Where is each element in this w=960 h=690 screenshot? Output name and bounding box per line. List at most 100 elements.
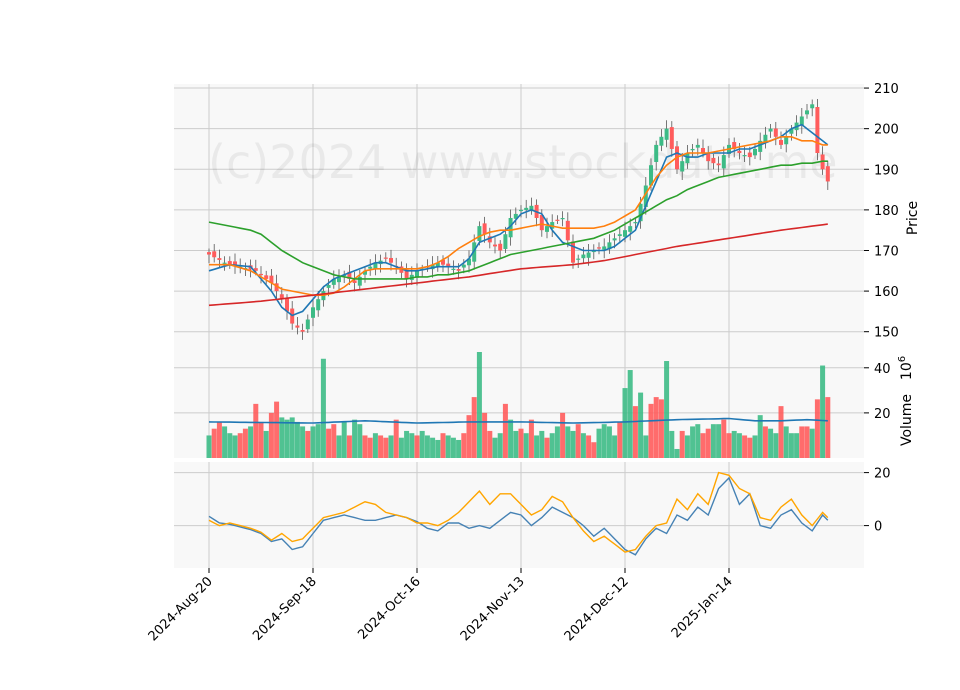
volume-bar-86	[653, 397, 659, 458]
candle-body-104	[747, 152, 752, 158]
volume-bar-66	[549, 433, 555, 458]
volume-bar-38	[404, 430, 410, 458]
volume-bar-89	[669, 430, 675, 458]
volume-bar-23	[326, 428, 332, 458]
x-tick-label-4: 2024-Dec-12	[562, 574, 632, 644]
volume-bar-84	[643, 435, 649, 458]
volume-bar-52	[476, 352, 482, 458]
candle-body-77	[607, 242, 612, 250]
candle-body-99	[721, 155, 726, 169]
price-tick-label-1: 160	[874, 285, 899, 300]
candle-body-0	[207, 252, 211, 255]
candle-body-48	[456, 269, 461, 271]
volume-bar-91	[679, 430, 685, 458]
candle-body-115	[805, 110, 809, 115]
volume-bar-80	[622, 388, 628, 458]
candle-body-64	[539, 215, 544, 231]
volume-bar-79	[617, 421, 623, 458]
volume-bar-35	[388, 435, 394, 458]
volume-bar-78	[612, 435, 618, 458]
candle-body-111	[784, 136, 789, 145]
volume-bar-58	[508, 419, 514, 458]
volume-bar-15	[284, 419, 290, 458]
volume-bar-61	[523, 433, 529, 458]
candle-body-21	[316, 299, 321, 311]
candle-body-119	[825, 166, 830, 182]
ma-line-ma5	[208, 123, 829, 317]
volume-bar-25	[336, 435, 342, 458]
x-tick-label-0: 2024-Aug-20	[146, 574, 216, 644]
volume-bar-118	[820, 365, 826, 458]
candle-body-87	[659, 136, 664, 146]
watermark: (c)2024 www.stockdata.me	[208, 135, 838, 189]
candle-body-57	[503, 234, 508, 249]
volume-bar-14	[279, 417, 285, 458]
candle-body-31	[368, 266, 373, 269]
candle-body-27	[347, 271, 352, 279]
candle-body-110	[779, 140, 783, 145]
volume-bar-11	[263, 430, 269, 458]
candle-body-78	[612, 238, 617, 241]
x-tick-label-2: 2024-Oct-16	[355, 574, 423, 642]
candle-body-105	[753, 148, 757, 156]
candle-body-93	[690, 148, 695, 151]
candle-body-88	[664, 128, 669, 140]
volume-bar-29	[357, 424, 363, 458]
candle-body-71	[576, 258, 581, 260]
volume-bar-36	[393, 419, 399, 458]
candle-body-2	[217, 258, 222, 260]
candle-body-85	[649, 165, 653, 186]
volume-bar-82	[632, 406, 638, 458]
volume-bar-45	[440, 433, 446, 458]
candle-body-116	[810, 104, 815, 109]
candle-body-83	[638, 203, 643, 222]
price-axis-title: Price	[905, 201, 921, 235]
volume-bar-117	[814, 399, 820, 458]
volume-bar-0	[206, 435, 212, 458]
volume-bar-49	[461, 433, 467, 458]
volume-bar-72	[580, 433, 586, 458]
volume-bar-33	[378, 435, 384, 458]
candle-body-11	[264, 275, 269, 279]
volume-tick-label-1: 40	[874, 362, 891, 377]
volume-bar-64	[539, 430, 545, 458]
volume-bar-27	[346, 435, 352, 458]
volume-bar-65	[544, 437, 550, 458]
candle-body-15	[285, 298, 289, 312]
volume-bar-90	[674, 448, 680, 458]
ma-line-ma20	[208, 160, 828, 280]
volume-bar-102	[736, 433, 742, 458]
price-tick-label-6: 210	[874, 82, 899, 97]
volume-bar-98	[716, 424, 722, 458]
volume-bar-95	[700, 433, 706, 458]
candle-body-79	[617, 234, 622, 236]
candle-body-53	[482, 223, 487, 235]
candle-body-44	[435, 262, 440, 267]
volume-bar-6	[237, 433, 243, 458]
candle-body-96	[706, 153, 711, 162]
candle-body-59	[513, 213, 518, 219]
candle-body-9	[253, 268, 258, 271]
volume-bar-3	[222, 426, 228, 458]
candle-body-20	[311, 307, 315, 318]
candle-body-117	[815, 107, 820, 154]
volume-bar-10	[258, 421, 264, 458]
volume-bar-59	[513, 430, 519, 458]
candle-body-107	[763, 134, 768, 142]
volume-bar-110	[778, 406, 784, 458]
candle-body-70	[571, 241, 575, 263]
volume-ma-line	[208, 417, 828, 424]
candle-body-23	[326, 285, 331, 288]
candle-body-76	[602, 246, 607, 250]
candle-body-94	[695, 144, 700, 148]
volume-bar-108	[768, 428, 774, 458]
candle-body-81	[628, 226, 633, 232]
candle-body-19	[305, 319, 310, 330]
candle-body-86	[654, 144, 659, 162]
candle-body-56	[498, 243, 503, 251]
price-tick-label-0: 150	[874, 326, 899, 341]
candle-body-101	[732, 142, 737, 149]
candle-body-18	[300, 330, 305, 332]
candle-body-58	[508, 218, 513, 238]
